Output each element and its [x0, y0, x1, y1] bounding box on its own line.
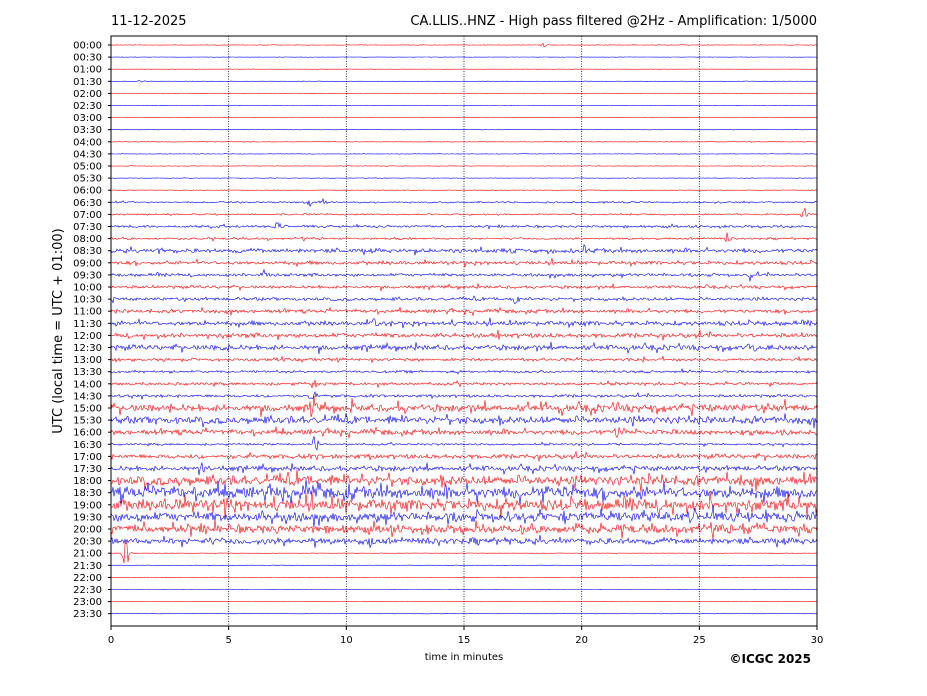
trace-row-26 — [110, 355, 818, 363]
trace-row-12 — [110, 189, 818, 191]
y-tick-label: 16:30 — [73, 440, 102, 451]
y-tick-label: 03:00 — [73, 113, 102, 124]
y-tick-label: 22:00 — [73, 573, 102, 584]
y-tick-label: 09:00 — [73, 258, 102, 269]
y-tick-label: 11:30 — [73, 319, 102, 330]
y-tick-label: 13:30 — [73, 367, 102, 378]
x-tick-label: 30 — [811, 635, 824, 646]
y-tick-label: 02:30 — [73, 101, 102, 112]
y-tick-label: 01:00 — [73, 65, 102, 76]
y-tick-label: 13:00 — [73, 355, 102, 366]
x-tick-label: 25 — [693, 635, 706, 646]
y-tick-label: 18:30 — [73, 488, 102, 499]
x-tick-label: 20 — [575, 635, 588, 646]
y-tick-label: 06:00 — [73, 186, 102, 197]
y-tick-label: 22:30 — [73, 585, 102, 596]
trace-row-13 — [110, 197, 818, 208]
y-tick-label: 14:30 — [73, 391, 102, 402]
x-tick-label: 5 — [225, 635, 231, 646]
y-tick-label: 05:00 — [73, 162, 102, 173]
copyright-label: ©ICGC 2025 — [729, 652, 811, 666]
y-tick-label: 00:00 — [73, 41, 102, 52]
y-tick-label: 02:00 — [73, 89, 102, 100]
y-axis-label: UTC (local time = UTC + 01:00) — [51, 228, 66, 433]
y-tick-label: 23:30 — [73, 609, 102, 620]
y-tick-label: 08:30 — [73, 246, 102, 257]
y-tick-label: 07:00 — [73, 210, 102, 221]
y-tick-label: 08:00 — [73, 234, 102, 245]
trace-row-0 — [111, 42, 818, 48]
x-tick-label: 0 — [108, 635, 114, 646]
trace-row-35 — [110, 462, 818, 476]
y-tick-label: 00:30 — [73, 53, 102, 64]
y-tick-label: 11:00 — [73, 307, 102, 318]
y-tick-label: 19:00 — [73, 500, 102, 511]
vertical-gridlines — [228, 36, 700, 626]
x-axis-label: time in minutes — [425, 652, 504, 663]
x-tick-label: 15 — [458, 635, 471, 646]
date-label: 11-12-2025 — [111, 14, 187, 29]
y-tick-label: 04:00 — [73, 137, 102, 148]
trace-row-43 — [110, 564, 817, 566]
y-tick-label: 06:30 — [73, 198, 102, 209]
y-tick-label: 21:30 — [73, 561, 102, 572]
y-tick-label: 04:30 — [73, 149, 102, 160]
x-axis-ticks: 0 5 10 15 20 25 30 — [108, 626, 824, 646]
y-tick-label: 15:30 — [73, 416, 102, 427]
y-axis-ticks: 00:0000:3001:0001:3002:0002:3003:0003:30… — [73, 41, 111, 620]
trace-row-37 — [110, 479, 818, 507]
y-tick-label: 17:00 — [73, 452, 102, 463]
y-tick-label: 01:30 — [73, 77, 102, 88]
y-tick-label: 20:30 — [73, 537, 102, 548]
y-tick-label: 07:30 — [73, 222, 102, 233]
y-tick-label: 10:00 — [73, 283, 102, 294]
trace-row-36 — [110, 469, 818, 493]
y-tick-label: 10:30 — [73, 295, 102, 306]
y-tick-label: 12:30 — [73, 343, 102, 354]
trace-row-44 — [110, 576, 818, 578]
y-tick-label: 15:00 — [73, 404, 102, 415]
y-tick-label: 17:30 — [73, 464, 102, 475]
y-tick-label: 05:30 — [73, 174, 102, 185]
y-tick-label: 12:00 — [73, 331, 102, 342]
trace-row-11 — [110, 177, 817, 179]
y-tick-label: 14:00 — [73, 379, 102, 390]
trace-row-20 — [110, 282, 818, 292]
y-tick-label: 19:30 — [73, 512, 102, 523]
y-tick-label: 20:00 — [73, 525, 102, 536]
y-tick-label: 18:00 — [73, 476, 102, 487]
y-tick-label: 03:30 — [73, 125, 102, 136]
chart-title: CA.LLIS..HNZ - High pass filtered @2Hz -… — [410, 14, 817, 29]
y-tick-label: 16:00 — [73, 428, 102, 439]
trace-row-42 — [110, 540, 817, 564]
trace-row-5 — [110, 104, 817, 107]
trace-row-1 — [110, 56, 818, 58]
x-tick-label: 10 — [340, 635, 353, 646]
y-tick-label: 23:00 — [73, 597, 102, 608]
y-tick-label: 21:00 — [73, 549, 102, 560]
y-tick-label: 09:30 — [73, 270, 102, 281]
